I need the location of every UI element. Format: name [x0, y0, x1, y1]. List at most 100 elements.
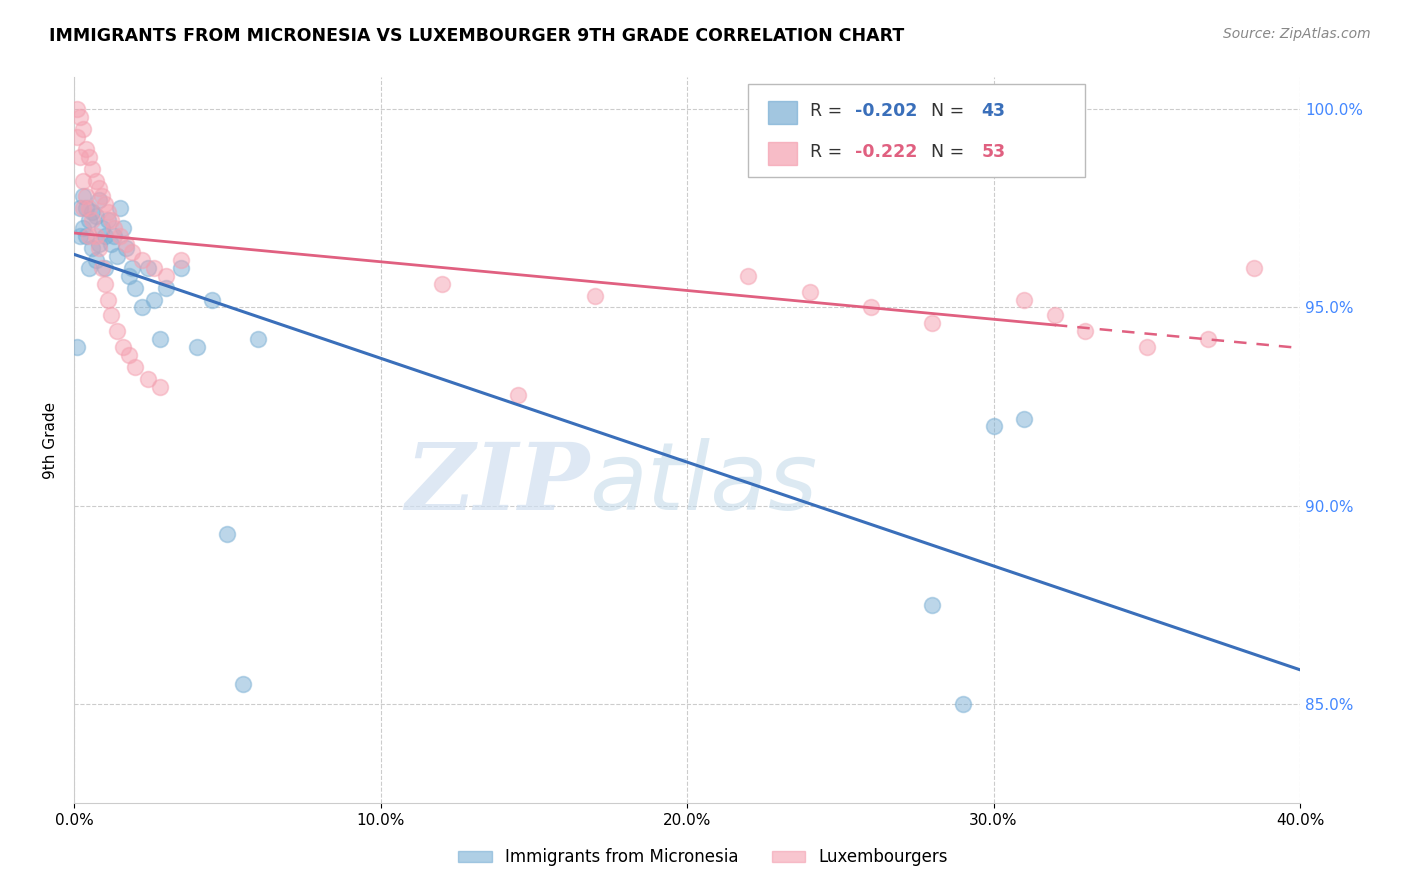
Text: IMMIGRANTS FROM MICRONESIA VS LUXEMBOURGER 9TH GRADE CORRELATION CHART: IMMIGRANTS FROM MICRONESIA VS LUXEMBOURG… — [49, 27, 904, 45]
Point — [72, 122, 94, 136]
Point — [112, 221, 135, 235]
Point — [508, 388, 530, 402]
Text: R =: R = — [810, 102, 848, 120]
Point — [75, 229, 97, 244]
Point — [118, 348, 141, 362]
Point — [121, 260, 143, 275]
FancyBboxPatch shape — [768, 142, 797, 165]
Point — [84, 209, 107, 223]
Point — [232, 677, 254, 691]
Point — [79, 213, 101, 227]
Point — [105, 249, 128, 263]
Y-axis label: 9th Grade: 9th Grade — [44, 401, 58, 479]
Point — [69, 202, 91, 216]
Point — [155, 268, 177, 283]
Point — [72, 202, 94, 216]
Point — [69, 150, 91, 164]
Point — [921, 598, 943, 612]
Point — [921, 316, 943, 330]
Point — [100, 309, 122, 323]
Legend: Immigrants from Micronesia, Luxembourgers: Immigrants from Micronesia, Luxembourger… — [451, 842, 955, 873]
Point — [103, 229, 125, 244]
Point — [142, 260, 165, 275]
Text: 53: 53 — [981, 143, 1005, 161]
Point — [82, 213, 104, 227]
Point — [149, 380, 172, 394]
Point — [66, 102, 89, 116]
FancyBboxPatch shape — [748, 84, 1085, 177]
Point — [97, 205, 120, 219]
Point — [97, 213, 120, 227]
Point — [170, 260, 193, 275]
Point — [983, 419, 1005, 434]
Point — [131, 301, 153, 315]
Point — [108, 202, 131, 216]
Point — [155, 280, 177, 294]
Point — [136, 372, 159, 386]
Point — [75, 189, 97, 203]
Point — [737, 268, 759, 283]
Point — [115, 237, 138, 252]
Point — [124, 359, 146, 374]
Text: -0.202: -0.202 — [855, 102, 917, 120]
Text: -0.222: -0.222 — [855, 143, 917, 161]
Point — [1012, 293, 1035, 307]
Text: ZIP: ZIP — [405, 439, 589, 529]
Point — [79, 229, 101, 244]
Point — [87, 237, 110, 252]
Point — [136, 260, 159, 275]
Point — [124, 280, 146, 294]
Point — [90, 221, 112, 235]
Point — [115, 241, 138, 255]
Point — [75, 202, 97, 216]
Point — [118, 268, 141, 283]
Point — [84, 173, 107, 187]
Point — [79, 260, 101, 275]
Point — [93, 260, 115, 275]
Text: N =: N = — [920, 102, 970, 120]
Point — [100, 213, 122, 227]
Point — [859, 301, 882, 315]
Point — [170, 252, 193, 267]
Point — [1074, 324, 1097, 338]
FancyBboxPatch shape — [768, 101, 797, 124]
Point — [100, 237, 122, 252]
Point — [131, 252, 153, 267]
Point — [121, 244, 143, 259]
Point — [1043, 309, 1066, 323]
Point — [82, 205, 104, 219]
Point — [93, 277, 115, 291]
Point — [66, 340, 89, 354]
Point — [75, 142, 97, 156]
Point — [1197, 332, 1219, 346]
Text: 43: 43 — [981, 102, 1005, 120]
Point — [103, 221, 125, 235]
Point — [84, 229, 107, 244]
Point — [82, 241, 104, 255]
Point — [799, 285, 821, 299]
Point — [186, 340, 208, 354]
Point — [149, 332, 172, 346]
Point — [66, 130, 89, 145]
Point — [79, 150, 101, 164]
Point — [246, 332, 269, 346]
Point — [72, 221, 94, 235]
Point — [105, 324, 128, 338]
Point — [84, 252, 107, 267]
Point — [97, 293, 120, 307]
Point — [201, 293, 224, 307]
Point — [72, 189, 94, 203]
Point — [79, 202, 101, 216]
Point — [1243, 260, 1265, 275]
Point — [112, 340, 135, 354]
Point — [1136, 340, 1159, 354]
Point — [93, 197, 115, 211]
Point — [87, 241, 110, 255]
Point — [69, 110, 91, 124]
Text: atlas: atlas — [589, 438, 817, 529]
Point — [952, 697, 974, 711]
Point — [142, 293, 165, 307]
Point — [217, 526, 239, 541]
Point — [87, 194, 110, 208]
Point — [82, 161, 104, 176]
